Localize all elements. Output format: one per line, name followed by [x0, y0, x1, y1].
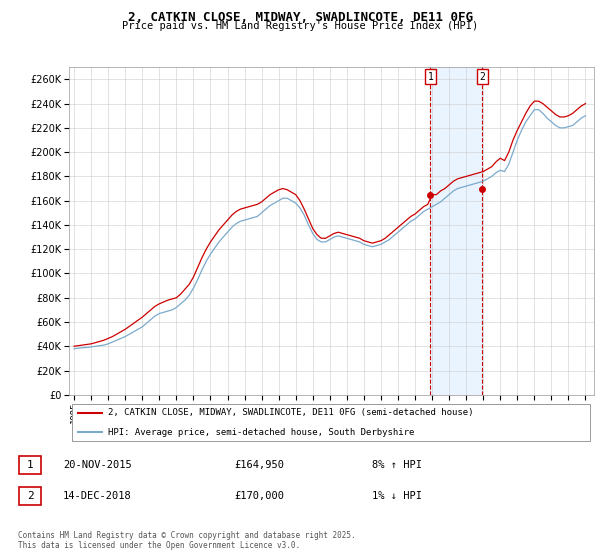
Text: £170,000: £170,000	[234, 491, 284, 501]
Text: HPI: Average price, semi-detached house, South Derbyshire: HPI: Average price, semi-detached house,…	[109, 428, 415, 437]
Text: 8% ↑ HPI: 8% ↑ HPI	[372, 460, 422, 470]
Bar	[430, 67, 482, 395]
Text: 1: 1	[26, 460, 34, 470]
FancyBboxPatch shape	[19, 487, 41, 505]
FancyBboxPatch shape	[19, 456, 41, 474]
Text: 1: 1	[427, 72, 433, 82]
Text: £164,950: £164,950	[234, 460, 284, 470]
Text: Price paid vs. HM Land Registry's House Price Index (HPI): Price paid vs. HM Land Registry's House …	[122, 21, 478, 31]
Text: 1% ↓ HPI: 1% ↓ HPI	[372, 491, 422, 501]
Text: Contains HM Land Registry data © Crown copyright and database right 2025.
This d: Contains HM Land Registry data © Crown c…	[18, 531, 356, 550]
Text: 2: 2	[479, 72, 485, 82]
Text: 2, CATKIN CLOSE, MIDWAY, SWADLINCOTE, DE11 0FG: 2, CATKIN CLOSE, MIDWAY, SWADLINCOTE, DE…	[128, 11, 473, 24]
Text: 14-DEC-2018: 14-DEC-2018	[63, 491, 132, 501]
Text: 20-NOV-2015: 20-NOV-2015	[63, 460, 132, 470]
Text: 2: 2	[26, 491, 34, 501]
FancyBboxPatch shape	[71, 404, 590, 441]
Text: 2, CATKIN CLOSE, MIDWAY, SWADLINCOTE, DE11 0FG (semi-detached house): 2, CATKIN CLOSE, MIDWAY, SWADLINCOTE, DE…	[109, 408, 474, 417]
